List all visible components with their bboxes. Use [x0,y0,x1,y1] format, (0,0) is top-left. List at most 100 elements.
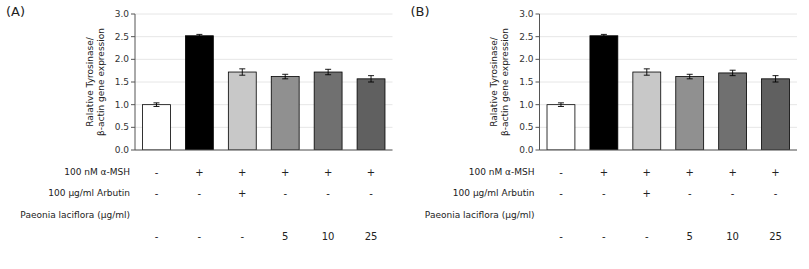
grid-line [135,36,393,37]
error-cap [644,68,650,69]
bar [143,105,171,150]
figure: (A)0.00.51.01.52.02.53.0Ralative Tyrosin… [0,0,809,269]
error-cap [282,78,288,79]
error-cap [368,75,374,76]
tick-mark [536,14,540,15]
error-cap [601,37,607,38]
error-cap [239,75,245,76]
y-axis-label: Ralative Tyrosinase/β-actin gene express… [85,28,106,136]
tick-label: 2.5 [115,32,129,42]
error-stem [646,69,647,75]
bar [547,105,575,150]
grid-line [540,36,798,37]
tick-label: 1.5 [519,77,533,87]
error-stem [775,76,776,82]
bar [633,72,661,150]
error-cap [558,102,564,103]
grid-line [135,14,393,15]
error-bar [196,34,202,37]
error-bar [368,76,374,82]
error-cap [153,106,159,107]
bar [719,73,747,150]
error-bar [282,74,288,79]
error-cap [558,106,564,107]
row-sign: + [600,167,608,178]
row-sign: + [643,188,651,199]
grid-line [540,104,798,105]
tick-label: 2.5 [519,32,533,42]
row-sign: + [238,167,246,178]
tick-mark [131,59,135,60]
row-sign: + [643,167,651,178]
tick-label: 2.0 [115,54,130,64]
error-bar [601,34,607,37]
grid-line [135,127,393,128]
tick-mark [536,104,540,105]
bar [228,72,256,150]
error-cap [368,82,374,83]
tick-mark [131,36,135,37]
error-stem [371,76,372,82]
y-axis-label-line: β-actin gene expression [96,28,106,136]
y-axis-label-line: Ralative Tyrosinase/ [489,36,499,126]
row-sign: 25 [365,231,378,242]
bar [271,77,299,150]
error-cap [196,37,202,38]
row-sign: + [771,167,779,178]
row-sign: - [559,167,563,178]
row-sign: - [602,231,606,242]
row-sign: + [195,167,203,178]
error-cap [325,69,331,70]
error-cap [282,74,288,75]
x-axis-line [540,150,798,151]
row-sign: + [728,167,736,178]
panel-label: (A) [6,4,25,19]
error-cap [601,34,607,35]
tick-label: 0.5 [115,122,129,132]
row-label: Paeonia laciflora (μg/ml) [425,210,535,220]
row-label: 100 μg/ml Arbutin [48,188,130,198]
row-sign: - [369,188,373,199]
error-cap [773,75,779,76]
row-sign: - [240,231,244,242]
grid-line [540,59,798,60]
panel: (A)0.00.51.01.52.02.53.0Ralative Tyrosin… [6,4,393,242]
error-bar [687,74,693,79]
error-bar [773,76,779,82]
x-axis-line [135,150,393,151]
grid-line [135,82,393,83]
row-sign: - [645,231,649,242]
tick-mark [536,82,540,83]
grid-line [135,59,393,60]
row-sign: 25 [769,231,782,242]
error-bar [239,69,245,75]
bar [590,36,618,150]
grid-line [135,104,393,105]
row-sign: + [367,167,375,178]
tick-mark [536,150,540,151]
error-stem [732,70,733,75]
error-stem [285,74,286,79]
tick-mark [131,104,135,105]
row-sign: + [281,167,289,178]
bar [676,77,704,150]
tick-label: 0.0 [115,145,130,155]
bar [185,36,213,150]
bars [547,34,789,150]
tick-label: 0.5 [519,122,533,132]
error-stem [242,69,243,75]
row-sign: - [155,188,159,199]
row-sign: - [731,188,735,199]
row-sign: - [198,231,202,242]
row-sign: + [686,167,694,178]
row-sign: - [774,188,778,199]
error-cap [196,34,202,35]
tick-mark [131,150,135,151]
error-stem [156,103,157,107]
y-axis-label-line: β-actin gene expression [500,28,510,136]
row-sign: + [238,188,246,199]
row-sign: 5 [687,231,693,242]
error-cap [687,78,693,79]
grid-line [540,82,798,83]
error-stem [560,103,561,107]
